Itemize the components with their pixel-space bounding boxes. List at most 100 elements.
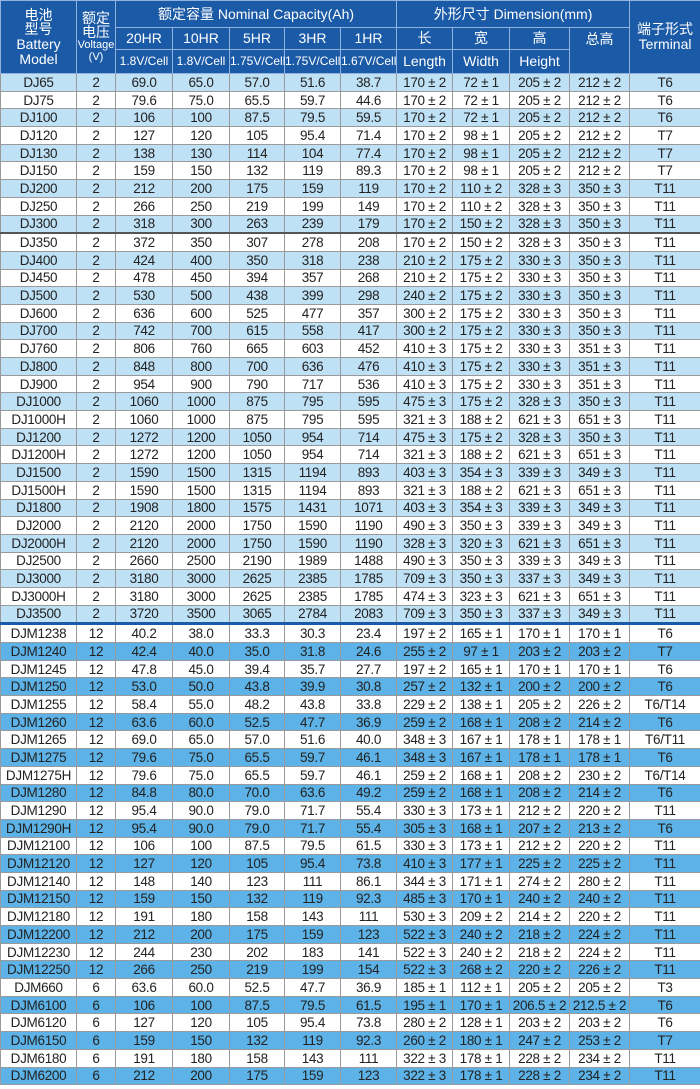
- cell-terminal: T11: [629, 179, 700, 198]
- cell-length: 522 ± 3: [396, 942, 454, 962]
- cell-cap-5hr: 438: [229, 286, 285, 305]
- cell-terminal: T11: [629, 392, 700, 412]
- cell-length: 410 ± 3: [396, 357, 454, 376]
- cell-cap-10hr: 450: [172, 268, 230, 288]
- cell-cap-5hr: 3065: [229, 604, 285, 625]
- cell-cap-3hr: 59.7: [284, 748, 341, 767]
- cell-cap-1hr: 92.3: [339, 1031, 398, 1050]
- cell-cap-20hr: 742: [115, 321, 173, 341]
- cell-cap-3hr: 318: [284, 250, 341, 270]
- cell-cap-20hr: 3180: [115, 586, 173, 606]
- header-cutoff: 1.75V/Cell: [229, 49, 285, 74]
- cell-cap-1hr: 36.9: [339, 978, 398, 997]
- cell-height: 203 ± 2: [509, 1013, 571, 1033]
- cell-length: 195 ± 1: [396, 995, 454, 1015]
- cell-cap-10hr: 130: [172, 143, 230, 163]
- cell-cap-10hr: 1800: [172, 498, 230, 518]
- cell-length: 185 ± 1: [396, 978, 454, 997]
- cell-terminal: T11: [629, 286, 700, 305]
- cell-length: 170 ± 2: [396, 108, 454, 128]
- cell-cap-20hr: 424: [115, 250, 173, 270]
- cell-cap-10hr: 200: [172, 925, 230, 944]
- table-row: DJ760 2 806 760 665 603 452 410 ± 3 175 ± 2 330 ±…: [0, 339, 700, 358]
- cell-cap-20hr: 127: [115, 126, 173, 145]
- table-row: DJ900 2 954 900 790 717 536 410 ± 3 175 ± 2 330 ±…: [0, 374, 700, 394]
- table-row: DJM1290H 12 95.4 90.0 79.0 71.7 55.4 305 ± 3 168…: [0, 818, 700, 838]
- cell-terminal: T6: [629, 90, 700, 110]
- cell-cap-20hr: 106: [115, 836, 173, 856]
- cell-total-height: 224 ± 2: [569, 925, 631, 944]
- cell-cap-5hr: 70.0: [229, 783, 285, 803]
- cell-cap-5hr: 57.0: [229, 73, 285, 92]
- cell-cap-10hr: 800: [172, 357, 230, 376]
- header-rate: 5HR: [229, 27, 285, 50]
- cell-voltage: 12: [76, 659, 116, 679]
- cell-cap-5hr: 65.5: [229, 765, 285, 785]
- cell-length: 410 ± 3: [396, 374, 454, 394]
- cell-voltage: 12: [76, 783, 116, 803]
- cell-height: 339 ± 3: [509, 498, 571, 518]
- table-row: DJ800 2 848 800 700 636 476 410 ± 3 175 ± 2 330 ±…: [0, 357, 700, 376]
- cell-total-height: 203 ± 2: [569, 642, 631, 661]
- cell-cap-5hr: 219: [229, 196, 285, 216]
- header-dim-cn: 长: [396, 27, 454, 50]
- cell-cap-3hr: 104: [284, 143, 341, 163]
- cell-width: 188 ± 2: [452, 445, 511, 465]
- cell-cap-20hr: 127: [115, 1013, 173, 1033]
- cell-total-height: 220 ± 2: [569, 907, 631, 926]
- cell-cap-20hr: 63.6: [115, 712, 173, 732]
- cell-voltage: 12: [76, 801, 116, 820]
- cell-width: 112 ± 1: [452, 978, 511, 997]
- cell-width: 175 ± 2: [452, 250, 511, 270]
- cell-voltage: 2: [76, 586, 116, 606]
- header-voltage-cn2: 电压: [82, 24, 110, 41]
- cell-cap-3hr: 47.7: [284, 978, 341, 997]
- cell-cap-10hr: 75.0: [172, 90, 230, 110]
- cell-cap-10hr: 2000: [172, 533, 230, 553]
- cell-total-height: 220 ± 2: [569, 801, 631, 820]
- cell-terminal: T11: [629, 889, 700, 909]
- cell-height: 205 ± 2: [509, 143, 571, 163]
- cell-width: 168 ± 1: [452, 765, 511, 785]
- cell-terminal: T11: [629, 1048, 700, 1068]
- cell-voltage: 2: [76, 108, 116, 128]
- table-row: DJM6100 6 106 100 87.5 79.5 61.5 195 ± 1 170 ± 1…: [0, 995, 700, 1015]
- cell-cap-5hr: 2190: [229, 551, 285, 571]
- cell-cap-10hr: 900: [172, 374, 230, 394]
- cell-model: DJ250: [0, 196, 77, 216]
- cell-height: 339 ± 3: [509, 551, 571, 571]
- cell-voltage: 6: [76, 1048, 116, 1068]
- cell-length: 170 ± 2: [396, 73, 454, 92]
- cell-cap-1hr: 417: [339, 321, 398, 341]
- cell-width: 138 ± 1: [452, 695, 511, 714]
- cell-cap-5hr: 39.4: [229, 659, 285, 679]
- cell-model: DJM660: [0, 978, 77, 997]
- table-row: DJ75 2 79.6 75.0 65.5 59.7 44.6 170 ± 2 72 ± 1 20…: [0, 90, 700, 110]
- cell-model: DJ1000: [0, 392, 77, 412]
- cell-cap-1hr: 46.1: [339, 748, 398, 767]
- cell-width: 165 ± 1: [452, 659, 511, 679]
- table-row: DJ1000 2 1060 1000 875 795 595 475 ± 3 175 ± 2 32…: [0, 392, 700, 412]
- cell-cap-10hr: 90.0: [172, 801, 230, 820]
- cell-cap-3hr: 143: [284, 1048, 341, 1068]
- cell-cap-3hr: 1431: [284, 498, 341, 518]
- header-voltage-unit: (V): [88, 50, 104, 63]
- cell-model: DJ350: [0, 232, 77, 252]
- cell-width: 209 ± 2: [452, 907, 511, 926]
- header-dimension-group: 外形尺寸 Dimension(mm): [396, 0, 631, 28]
- cell-total-height: 651 ± 3: [569, 445, 631, 465]
- cell-voltage: 12: [76, 765, 116, 785]
- cell-cap-10hr: 230: [172, 942, 230, 962]
- cell-cap-10hr: 150: [172, 889, 230, 909]
- cell-model: DJ450: [0, 268, 77, 288]
- cell-terminal: T6: [629, 712, 700, 732]
- cell-height: 228 ± 2: [509, 1048, 571, 1068]
- cell-height: 205 ± 2: [509, 73, 571, 92]
- cell-height: 339 ± 3: [509, 463, 571, 482]
- cell-cap-3hr: 159: [284, 1066, 341, 1086]
- table-row: DJM1255 12 58.4 55.0 48.2 43.8 33.8 229 ± 2 138 …: [0, 695, 700, 714]
- cell-model: DJ800: [0, 357, 77, 376]
- cell-cap-20hr: 69.0: [115, 730, 173, 750]
- cell-total-height: 200 ± 2: [569, 677, 631, 697]
- cell-model: DJ2000H: [0, 533, 77, 553]
